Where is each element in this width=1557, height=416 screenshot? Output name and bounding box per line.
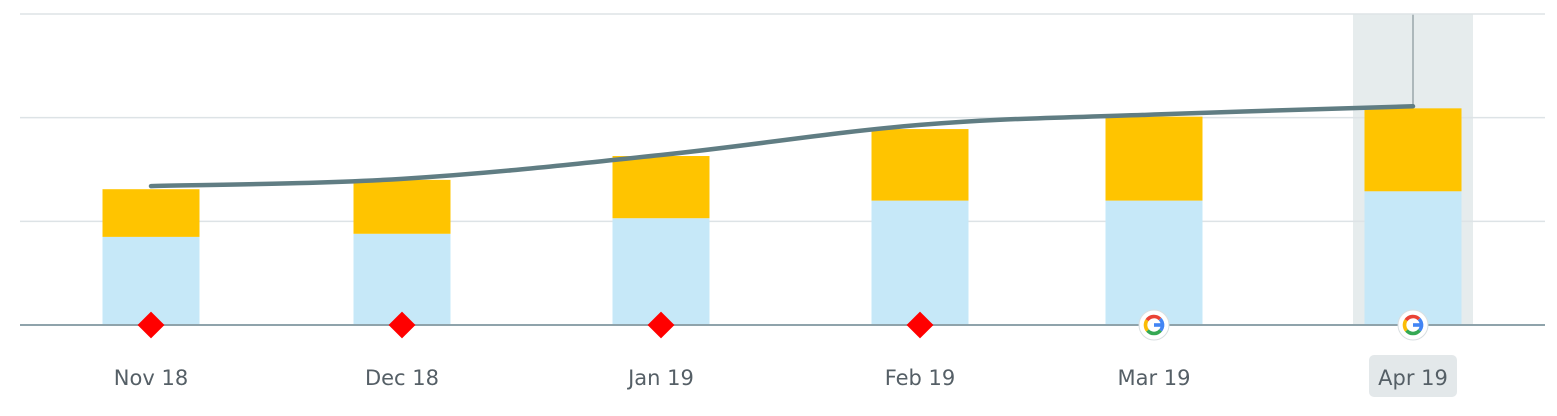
x-tick-label: Feb 19 [885, 366, 956, 390]
bar-segment-top[interactable] [612, 156, 710, 219]
line-layer [148, 104, 1416, 189]
x-tick-label: Apr 19 [1378, 366, 1448, 390]
highlighted-label-bg [1369, 355, 1457, 397]
x-tick-label: Mar 19 [1117, 366, 1190, 390]
google-g-icon[interactable] [1397, 309, 1429, 341]
bar-segment-top[interactable] [1105, 116, 1203, 201]
x-tick-label: Nov 18 [114, 366, 188, 390]
trend-line[interactable] [148, 104, 1416, 189]
x-tick-label: Dec 18 [365, 366, 439, 390]
bars-layer [102, 108, 1462, 325]
bar-segment-bottom[interactable] [1364, 191, 1462, 325]
google-g-icon[interactable] [1138, 309, 1170, 341]
bar-segment-bottom[interactable] [102, 236, 200, 325]
bar-segment-top[interactable] [353, 179, 451, 234]
bar-segment-top[interactable] [871, 129, 969, 201]
bar-segment-bottom[interactable] [353, 233, 451, 325]
bar-segment-bottom[interactable] [612, 218, 710, 325]
bar-segment-bottom[interactable] [871, 200, 969, 325]
labels-layer: Nov 18 Dec 18 Jan 19 Feb 19 Mar 19 Apr 19 [114, 355, 1457, 397]
bar-segment-bottom[interactable] [1105, 200, 1203, 325]
bar-segment-top[interactable] [1364, 108, 1462, 192]
bar-segment-top[interactable] [102, 189, 200, 237]
x-tick-label: Jan 19 [626, 366, 694, 390]
grid-layer [20, 13, 1545, 223]
